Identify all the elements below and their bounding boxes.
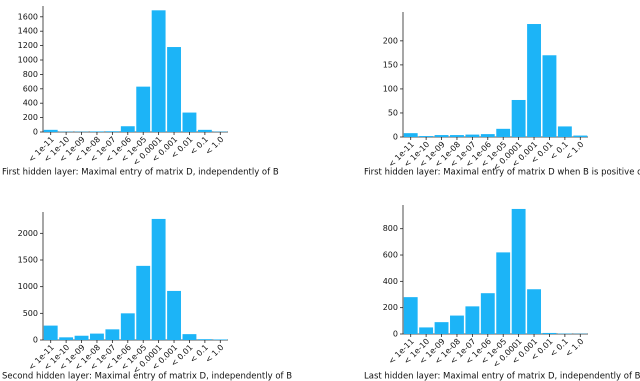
bar [167,47,181,132]
bar [90,333,104,340]
bar [120,126,135,132]
y-tick-label: 400 [23,99,38,108]
y-tick-label: 600 [383,251,398,260]
bar [105,329,120,340]
caption: Last hidden layer: Maximal entry of matr… [364,372,640,381]
bar [465,306,480,334]
bar [419,327,434,334]
bar [403,297,418,334]
bar [136,86,151,132]
bar [90,131,104,132]
bar [557,126,572,137]
bar [527,289,541,334]
y-tick-label: 150 [383,60,398,69]
bar [105,131,120,132]
bar [480,134,495,137]
bar [480,293,495,334]
y-tick-label: 200 [23,113,38,122]
bar [182,334,197,340]
bar [43,325,58,340]
bar [197,339,212,340]
y-tick-label: 1000 [18,56,38,65]
bar [182,112,197,132]
y-tick-label: 0 [33,128,38,137]
bar [419,136,434,137]
y-tick-label: 50 [388,108,398,117]
bar [434,135,449,137]
bar [151,10,166,132]
y-tick-label: 0 [33,336,38,345]
bar [213,339,228,340]
y-tick-label: 800 [23,70,38,79]
bar [496,252,511,334]
y-tick-label: 200 [383,36,398,45]
bar [403,133,418,137]
caption: Second hidden layer: Maximal entry of ma… [2,372,292,381]
y-tick-label: 1200 [18,41,38,50]
bar [511,208,526,334]
y-tick-label: 0 [393,133,398,142]
bar [120,313,135,340]
y-tick-label: 100 [383,84,398,93]
bar [511,99,526,137]
bar [496,128,511,137]
bar [59,337,74,340]
bar [450,135,464,137]
y-tick-label: 200 [383,303,398,312]
y-tick-label: 1400 [18,27,38,36]
bar [167,290,181,340]
y-tick-label: 1500 [18,256,38,265]
bar [527,24,541,138]
bar [450,315,464,334]
y-tick-label: 400 [383,277,398,286]
y-tick-label: 600 [23,84,38,93]
y-tick-label: 500 [23,309,38,318]
bar [465,134,480,137]
bar [197,129,212,132]
y-tick-label: 0 [393,330,398,339]
y-tick-label: 800 [383,224,398,233]
y-tick-label: 1000 [18,282,38,291]
caption: First hidden layer: Maximal entry of mat… [364,168,640,178]
bar [43,129,58,132]
bar [136,265,151,340]
bar [151,218,166,340]
bar [573,135,588,137]
y-tick-label: 2000 [18,229,38,238]
caption: First hidden layer: Maximal entry of mat… [2,168,279,178]
bar [542,332,557,334]
bar [74,335,89,340]
bar [542,55,557,138]
y-tick-label: 1600 [18,12,38,21]
bar [434,322,449,334]
